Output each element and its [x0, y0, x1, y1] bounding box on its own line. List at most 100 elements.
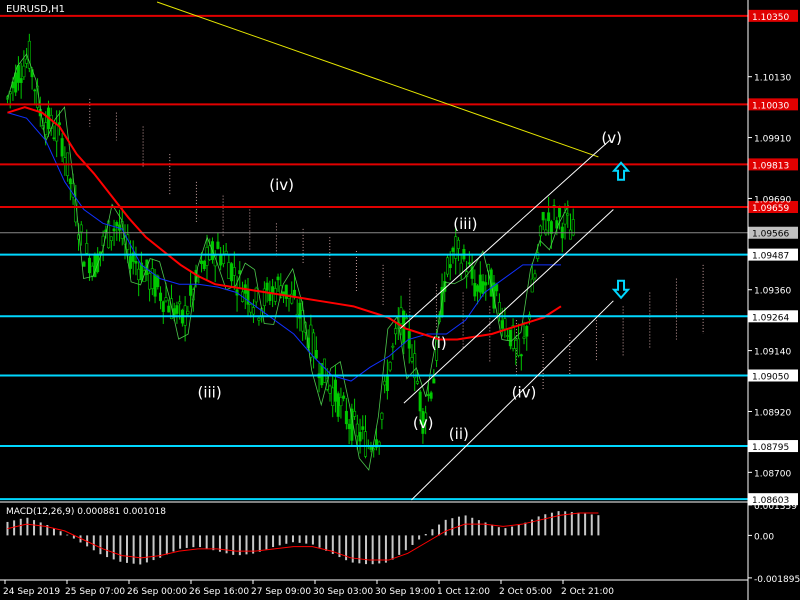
candle-body — [323, 358, 327, 383]
candle-body — [454, 236, 458, 259]
candle-body — [558, 207, 562, 218]
candle-body — [219, 254, 223, 266]
macd-tick-label: 0.001359 — [754, 502, 797, 512]
time-tick-label: 30 Sep 03:00 — [313, 587, 373, 597]
candle-body — [57, 122, 61, 126]
candle-body — [134, 261, 138, 264]
price-tick-label: 1.09690 — [754, 195, 791, 205]
support-price-tag — [748, 310, 798, 323]
candle-body — [251, 307, 255, 315]
candle-body — [85, 243, 89, 254]
candle-body — [205, 247, 209, 266]
candle-body — [189, 285, 193, 296]
symbol-title: EURUSD,H1 — [6, 4, 65, 15]
candle-body — [202, 260, 206, 269]
candle-body — [544, 229, 548, 235]
candle-body — [503, 318, 507, 330]
candle-body — [495, 284, 499, 292]
candle-body — [290, 293, 294, 304]
candle-body — [271, 286, 275, 293]
candle-body — [156, 275, 160, 288]
candle-body — [112, 228, 116, 232]
candle-body — [312, 332, 316, 357]
candle-body — [358, 431, 362, 442]
candle-body — [224, 250, 228, 254]
candle-body — [131, 252, 135, 262]
candle-body — [415, 380, 419, 384]
candle-body — [339, 397, 343, 407]
channel-middle-line — [403, 209, 614, 404]
channel-upper-line — [399, 139, 610, 329]
resistance-price-tag — [748, 9, 798, 22]
candle-body — [161, 301, 165, 312]
time-tick-label: 2 Oct 05:00 — [499, 587, 552, 597]
wave-label: (v) — [601, 129, 622, 147]
candle-body — [230, 263, 234, 282]
resistance-price-tag — [748, 201, 798, 214]
candle-body — [443, 281, 447, 292]
candle-body — [394, 328, 398, 335]
candle-body — [547, 212, 551, 222]
candle-body — [517, 338, 521, 356]
candle-body — [522, 336, 526, 339]
candle-body — [16, 65, 20, 83]
candle-body — [254, 287, 258, 303]
price-tick-label: 1.10130 — [754, 74, 791, 84]
candle-body — [418, 391, 422, 412]
candle-body — [82, 261, 86, 267]
levels-layer: 1.10350 1.10030 1.09813 1.09659 1.09487 1.092… — [0, 9, 798, 506]
candle-body — [276, 276, 280, 281]
wave-label: (iii) — [453, 215, 477, 233]
resistance-price-label: 1.09659 — [752, 204, 789, 214]
candle-body — [514, 340, 518, 349]
support-price-label: 1.09264 — [752, 313, 789, 323]
resistance-price-label: 1.10350 — [752, 13, 789, 23]
candle-body — [325, 377, 329, 390]
candle-body — [87, 257, 91, 274]
candle-body — [506, 335, 510, 337]
candle-body — [385, 374, 389, 391]
yellow-trend-line — [156, 1, 599, 158]
candle-body — [153, 274, 157, 297]
time-tick-label: 26 Sep 16:00 — [189, 587, 249, 597]
candle-body — [410, 357, 414, 362]
price-tick-label: 1.09140 — [754, 348, 791, 358]
time-tick-label: 24 Sep 2019 — [3, 587, 60, 597]
candle-body — [380, 412, 384, 420]
candle-body — [137, 268, 141, 281]
candle-body — [25, 58, 29, 64]
candle-body — [344, 410, 348, 425]
macd-panel[interactable]: MACD(12,26,9) 0.000881 0.001018 0.001359 0… — [6, 502, 800, 585]
candle-body — [167, 305, 171, 313]
candle-body — [424, 412, 428, 420]
resistance-price-tag — [748, 98, 798, 111]
arrow-down-icon — [611, 279, 631, 300]
candle-body — [55, 124, 59, 142]
candle-body — [208, 245, 212, 260]
candle-body — [63, 157, 67, 164]
red-moving-average — [7, 106, 562, 341]
candle-body — [150, 268, 154, 289]
candle-body — [451, 247, 455, 252]
time-tick-label: 27 Sep 09:00 — [251, 587, 311, 597]
candle-body — [571, 219, 575, 236]
time-tick-label: 30 Sep 19:00 — [375, 587, 435, 597]
candle-body — [448, 264, 452, 269]
candle-body — [533, 273, 537, 279]
candle-body — [262, 288, 266, 306]
candle-body — [347, 423, 351, 430]
support-price-tag — [748, 248, 798, 261]
candle-body — [525, 326, 529, 337]
macd-signal-line — [7, 512, 599, 561]
candle-body — [519, 354, 523, 357]
candle-body — [484, 282, 488, 286]
candle-body — [90, 265, 94, 277]
time-tick-label: 26 Sep 00:00 — [127, 587, 187, 597]
candle-body — [186, 310, 190, 315]
candle-body — [473, 283, 477, 297]
macd-tick-label: 0.00 — [754, 532, 774, 542]
annotations-layer: (iii) (iv) (v) (i) (ii) (iii) (iv) (v) — [197, 129, 631, 443]
candles-layer — [5, 33, 575, 459]
candle-body — [221, 254, 225, 264]
